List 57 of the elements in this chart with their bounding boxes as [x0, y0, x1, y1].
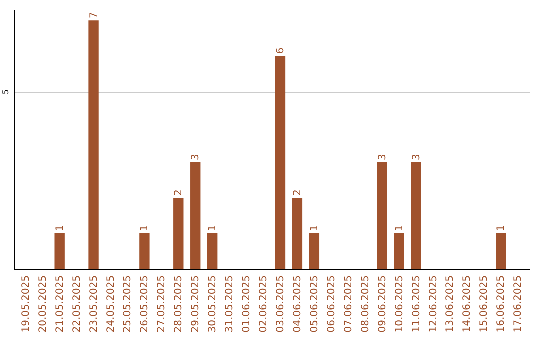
data-label: 1 [208, 225, 219, 232]
data-label: 1 [394, 225, 406, 232]
x-tick-label: 05.06.2025 [309, 276, 320, 333]
x-tick-label: 13.06.2025 [445, 276, 456, 333]
bar [88, 20, 99, 269]
x-tick-label: 23.05.2025 [88, 276, 100, 333]
x-tick-label: 19.05.2025 [20, 276, 32, 333]
y-tick-label: 5 [2, 90, 10, 95]
x-tick-label: 17.06.2025 [513, 276, 524, 333]
x-tick-label: 07.06.2025 [343, 276, 354, 333]
x-tick-label: 22.05.2025 [72, 276, 83, 333]
data-label: 3 [411, 154, 422, 161]
x-tick-label: 21.05.2025 [54, 276, 66, 333]
data-label: 7 [88, 12, 100, 19]
x-tick-label: 28.05.2025 [174, 276, 185, 333]
x-tick-label: 30.05.2025 [208, 276, 219, 333]
bar [411, 162, 422, 269]
data-label: 1 [140, 225, 151, 232]
x-tick-label: 01.06.2025 [242, 276, 253, 333]
x-tick-label: 24.05.2025 [106, 276, 117, 333]
bar [208, 234, 218, 269]
bar [54, 234, 65, 269]
x-tick-label: 29.05.2025 [190, 276, 202, 333]
bar [275, 56, 286, 269]
x-tick-label: 06.06.2025 [326, 276, 338, 333]
x-tick-label: 16.06.2025 [496, 276, 508, 333]
x-tick-label: 03.06.2025 [275, 276, 286, 333]
bar [140, 234, 150, 269]
bar [292, 198, 303, 269]
bar [309, 234, 320, 269]
data-label: 3 [377, 154, 388, 161]
x-tick-label: 08.06.2025 [360, 276, 372, 333]
data-label: 2 [292, 190, 304, 196]
x-tick-label: 02.06.2025 [258, 276, 270, 333]
x-tick-label: 09.06.2025 [377, 276, 388, 333]
x-tick-label: 27.05.2025 [156, 276, 168, 333]
data-label: 1 [309, 225, 320, 232]
data-label: 6 [275, 48, 286, 54]
x-tick-label: 26.05.2025 [140, 276, 151, 333]
x-tick-label: 12.06.2025 [428, 276, 440, 333]
data-label: 3 [190, 154, 202, 161]
x-tick-label: 10.06.2025 [394, 276, 406, 333]
x-tick-label: 04.06.2025 [292, 276, 304, 333]
x-tick-label: 25.05.2025 [122, 276, 134, 333]
bar [190, 162, 201, 269]
bar [377, 162, 388, 269]
bar [174, 198, 184, 269]
x-tick-label: 20.05.2025 [38, 276, 49, 333]
x-tick-label: 11.06.2025 [411, 276, 422, 333]
data-label: 2 [174, 190, 185, 196]
bar [394, 234, 404, 269]
data-label: 1 [54, 225, 66, 232]
x-tick-label: 15.06.2025 [479, 276, 490, 333]
x-tick-label: 31.05.2025 [224, 276, 236, 333]
bar [496, 234, 506, 269]
data-label: 1 [496, 225, 508, 232]
x-tick-label: 14.06.2025 [462, 276, 474, 333]
